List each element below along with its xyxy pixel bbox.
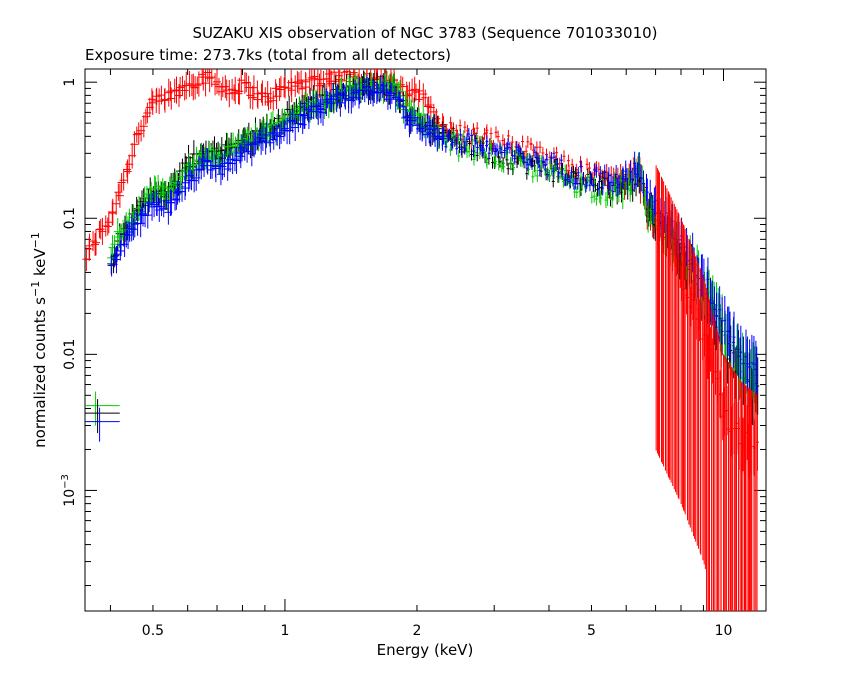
x-tick-label: 1	[280, 623, 289, 639]
low-energy-bar-0	[85, 391, 120, 426]
x-tick-label: 2	[413, 623, 422, 639]
chart-subtitle: Exposure time: 273.7ks (total from all d…	[85, 46, 451, 64]
y-tick-label: 0.01	[62, 339, 78, 370]
plot-frame	[84, 68, 767, 612]
x-tick-label: 0.5	[142, 623, 164, 639]
low-energy-bar-1	[85, 399, 120, 434]
chart-title: SUZAKU XIS observation of NGC 3783 (Sequ…	[192, 24, 657, 42]
y-tick-label: 1	[62, 78, 78, 87]
axis-ticks	[85, 69, 766, 611]
low-energy-bar-2	[85, 407, 120, 442]
y-axis-label-sup2: −1	[29, 232, 42, 248]
y-tick-label: 10−3	[60, 474, 78, 507]
y-axis-label-mid: keV	[31, 248, 49, 281]
y-axis-label-sup1: −1	[29, 281, 42, 297]
series-3	[107, 74, 759, 404]
tick-labels: 0.5 1 2 5 10 1 0.1 0.01 10−3	[60, 78, 732, 639]
band-0	[655, 165, 758, 611]
y-axis-label: normalized counts s−1 keV−1	[29, 232, 49, 448]
x-axis-label: Energy (keV)	[377, 641, 474, 659]
x-tick-label: 10	[715, 623, 733, 639]
x-tick-label: 5	[587, 623, 596, 639]
data-layer	[82, 69, 760, 611]
y-axis-label-main: normalized counts s	[31, 297, 49, 448]
y-tick-label: 0.1	[62, 207, 78, 229]
